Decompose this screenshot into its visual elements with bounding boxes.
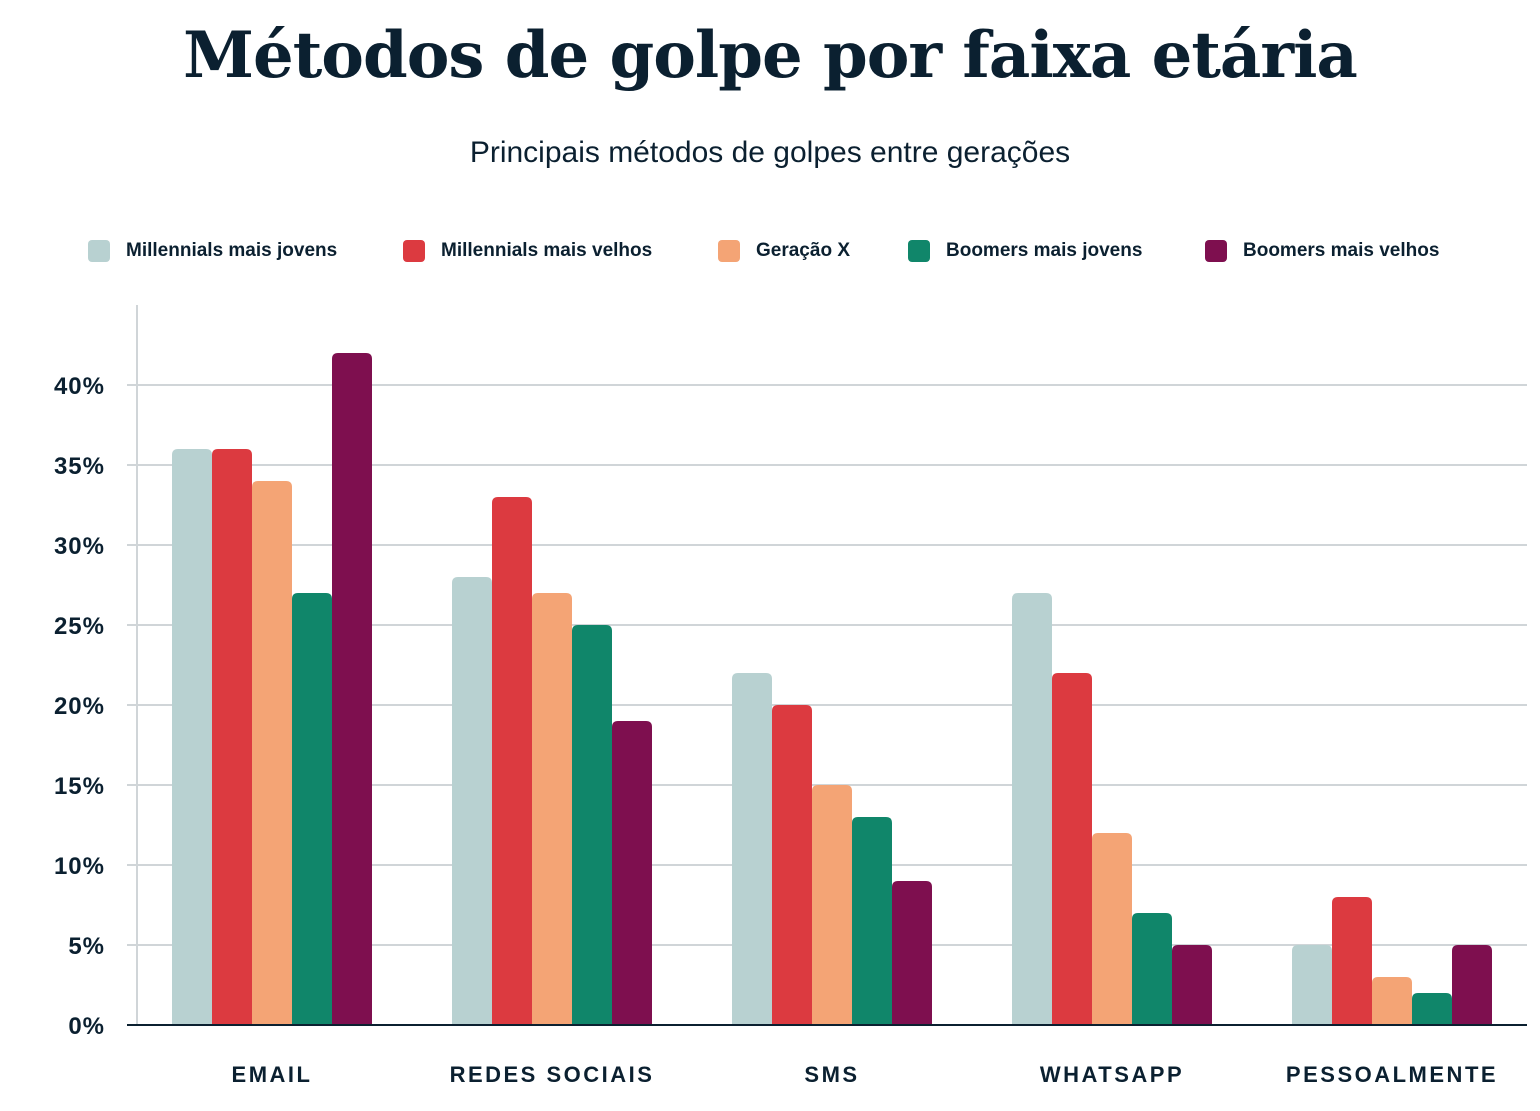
bar: [572, 625, 612, 1025]
bar: [772, 705, 812, 1025]
y-tick-label: 40%: [54, 373, 105, 400]
legend-swatch: [403, 240, 425, 262]
y-tick-label: 30%: [54, 533, 105, 560]
legend-item: Geração X: [718, 240, 850, 262]
bar: [1452, 945, 1492, 1025]
bar: [452, 577, 492, 1025]
y-tick-label: 10%: [54, 853, 105, 880]
bar: [1172, 945, 1212, 1025]
bar: [252, 481, 292, 1025]
legend-item: Boomers mais velhos: [1205, 240, 1439, 262]
y-tick-label: 15%: [54, 773, 105, 800]
bar: [612, 721, 652, 1025]
legend-swatch: [88, 240, 110, 262]
legend-label: Millennials mais jovens: [126, 240, 338, 261]
chart-subtitle: Principais métodos de golpes entre geraç…: [469, 136, 1071, 169]
legend-swatch: [1205, 240, 1227, 262]
bar: [532, 593, 572, 1025]
bar: [812, 785, 852, 1025]
bar: [732, 673, 772, 1025]
x-category-label: PESSOALMENTE: [1286, 1062, 1498, 1087]
bar: [172, 449, 212, 1025]
bar: [492, 497, 532, 1025]
legend-label: Geração X: [756, 240, 850, 261]
bar: [892, 881, 932, 1025]
legend-item: Boomers mais jovens: [908, 240, 1142, 262]
legend-swatch: [718, 240, 740, 262]
legend: Millennials mais jovens Millennials mais …: [0, 240, 1540, 266]
bar: [1412, 993, 1452, 1025]
legend-item: Millennials mais jovens: [88, 240, 337, 262]
legend-swatch: [908, 240, 930, 262]
legend-label: Millennials mais velhos: [441, 240, 653, 261]
legend-item: Millennials mais velhos: [403, 240, 652, 262]
bar: [332, 353, 372, 1025]
bar: [1092, 833, 1132, 1025]
chart-title: Métodos de golpe por faixa etária: [183, 18, 1358, 93]
x-category-label: REDES SOCIAIS: [450, 1062, 655, 1087]
x-category-label: WHATSAPP: [1040, 1062, 1184, 1087]
y-tick-label: 20%: [54, 693, 105, 720]
y-tick-label: 25%: [54, 613, 105, 640]
bar: [1372, 977, 1412, 1025]
bar: [1052, 673, 1092, 1025]
bar: [1012, 593, 1052, 1025]
legend-label: Boomers mais velhos: [1243, 240, 1440, 261]
bar: [292, 593, 332, 1025]
bar: [1332, 897, 1372, 1025]
legend-label: Boomers mais jovens: [946, 240, 1143, 261]
bar: [212, 449, 252, 1025]
y-tick-label: 35%: [54, 453, 105, 480]
bar: [852, 817, 892, 1025]
x-category-label: EMAIL: [232, 1062, 313, 1087]
bar: [1292, 945, 1332, 1025]
bar: [1132, 913, 1172, 1025]
x-category-label: SMS: [804, 1062, 859, 1087]
y-tick-label: 0%: [68, 1013, 105, 1040]
y-tick-label: 5%: [68, 933, 105, 960]
